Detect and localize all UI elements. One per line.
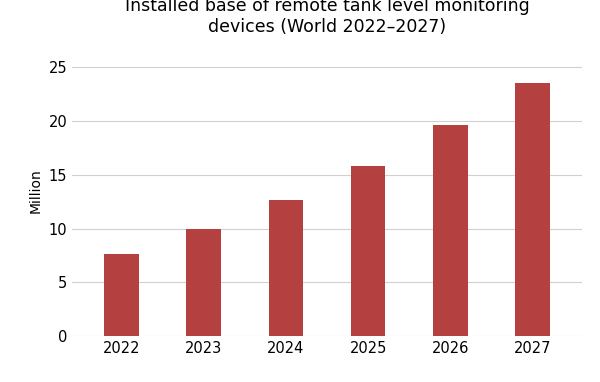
Bar (351, 166, 385, 336)
Y-axis label: Million: Million (29, 168, 43, 214)
Title: Installed base of remote tank level monitoring
devices (World 2022–2027): Installed base of remote tank level moni… (125, 0, 529, 36)
Bar (515, 84, 550, 336)
Bar (187, 229, 221, 336)
Bar (269, 200, 303, 336)
Bar (433, 125, 467, 336)
Bar (104, 254, 139, 336)
